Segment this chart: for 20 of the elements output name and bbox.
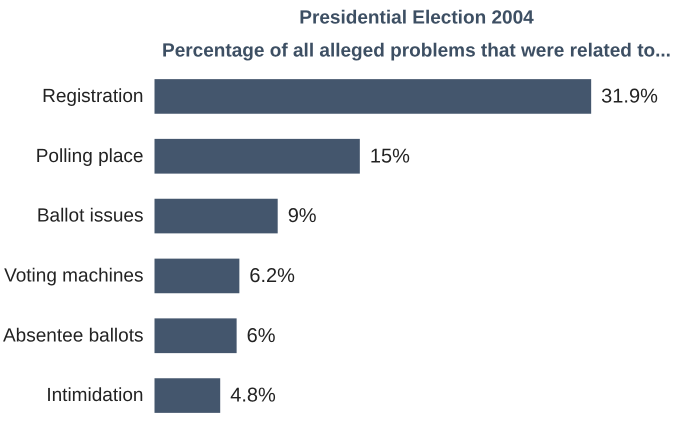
y-tick-label: Intimidation [46,385,144,406]
data-label: 6% [246,324,276,347]
y-tick-label: Registration [42,86,144,107]
data-label: 4.8% [230,384,276,407]
y-tick-label: Ballot issues [36,206,144,227]
bar [154,79,592,114]
data-label: 9% [288,205,317,228]
data-label: 31.9% [601,85,658,108]
bar [154,138,360,174]
bar [154,318,237,354]
y-tick-label: Voting machines [4,265,144,286]
y-tick-label: Absentee ballots [3,325,144,346]
y-tick-label: Polling place [36,146,144,167]
chart-title: Presidential Election 2004 [299,8,534,28]
bar [154,378,220,413]
data-label: 6.2% [249,264,296,287]
bar [154,258,240,294]
bar [154,198,278,234]
chart-subtitle: Percentage of all alleged problems that were related to... [162,40,671,62]
data-label: 15% [370,145,410,168]
